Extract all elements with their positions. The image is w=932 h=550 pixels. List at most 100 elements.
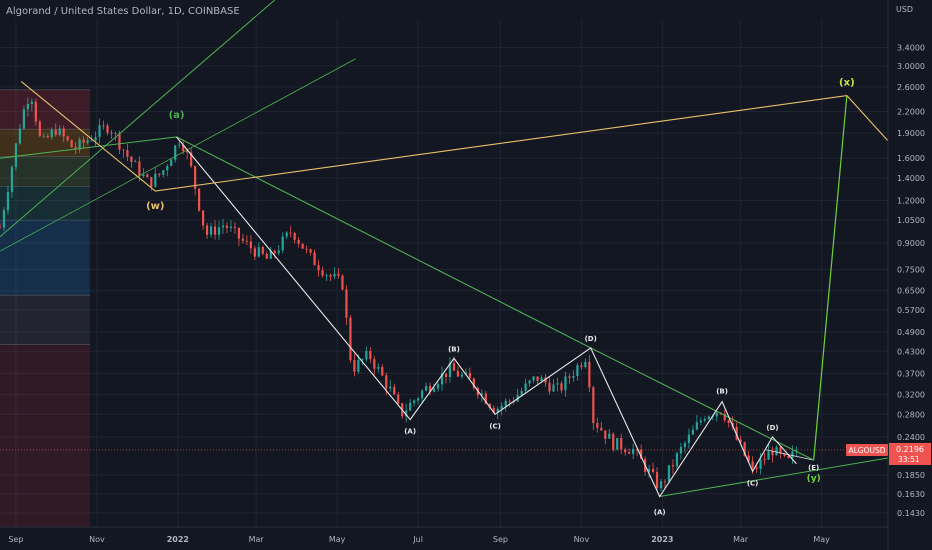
wave-label: (D) xyxy=(585,335,597,343)
candle-body xyxy=(580,365,583,367)
candle-body xyxy=(440,373,444,385)
candle-body xyxy=(640,449,643,459)
candle-body xyxy=(62,128,65,137)
symbol-tag-label: ALGOUSD xyxy=(848,446,885,455)
candle-body xyxy=(480,393,483,396)
candle-body xyxy=(46,135,49,138)
candle-body xyxy=(26,103,29,110)
candle-body xyxy=(612,433,615,450)
candle-body xyxy=(695,422,698,430)
candle-body xyxy=(564,376,567,391)
candle-body xyxy=(277,250,280,254)
candle-body xyxy=(305,248,308,250)
candle-body xyxy=(747,455,750,462)
candle-body xyxy=(301,243,304,249)
candle-body xyxy=(556,383,559,385)
candle-body xyxy=(253,248,256,257)
candle-body xyxy=(325,275,328,276)
candle-body xyxy=(536,376,539,382)
fib-zone xyxy=(0,220,90,296)
candle-body xyxy=(413,400,416,403)
white-corrective xyxy=(176,136,797,498)
candle-body xyxy=(194,166,197,189)
candle-body xyxy=(122,149,125,151)
candle-body xyxy=(448,363,452,378)
candle-body xyxy=(727,420,730,423)
candle-body xyxy=(237,227,241,239)
green-support-line xyxy=(659,457,889,497)
candle-body xyxy=(377,367,380,369)
candle-body xyxy=(409,402,412,411)
candle-body xyxy=(345,289,348,318)
candle-body xyxy=(58,128,61,135)
candle-body xyxy=(245,240,248,242)
wave-label: (C) xyxy=(747,479,759,487)
candle-body xyxy=(405,410,408,417)
candle-body xyxy=(233,226,237,228)
candle-body xyxy=(460,374,464,377)
candle-body xyxy=(468,372,471,379)
candle-body xyxy=(548,382,551,392)
time-tick-label: Sep xyxy=(8,535,23,544)
candle-body xyxy=(659,481,663,489)
candle-body xyxy=(78,139,81,150)
price-tick-label: 1.9000 xyxy=(897,129,925,138)
candle-body xyxy=(452,363,456,371)
candle-body xyxy=(341,275,344,290)
candle-body xyxy=(273,250,276,254)
candle-body xyxy=(225,225,229,228)
candle-body xyxy=(508,400,511,402)
green-channel-lower xyxy=(0,58,356,252)
candle-body xyxy=(333,273,336,277)
candle-body xyxy=(313,252,316,266)
price-tick-label: 0.6500 xyxy=(897,287,925,296)
candle-body xyxy=(269,250,272,259)
candle-body xyxy=(699,420,702,423)
candle-body xyxy=(249,241,252,249)
candle-body xyxy=(604,430,607,439)
candle-body xyxy=(389,386,392,389)
candle-body xyxy=(86,140,89,143)
candle-body xyxy=(146,174,149,178)
candle-body xyxy=(130,156,133,162)
candle-body xyxy=(472,378,475,388)
candle-body xyxy=(779,447,782,454)
time-tick-label: May xyxy=(813,535,830,544)
candle-body xyxy=(257,246,260,257)
candle-body xyxy=(349,317,352,361)
price-tick-label: 2.6000 xyxy=(897,83,925,92)
candle-body xyxy=(496,408,499,413)
candle-body xyxy=(38,121,41,136)
wave-lines xyxy=(0,0,889,498)
fib-zone xyxy=(0,295,90,345)
candle-body xyxy=(217,227,221,235)
candle-body xyxy=(150,177,153,187)
candle-body xyxy=(683,442,687,448)
candle-body xyxy=(735,426,738,440)
price-tick-label: 0.3200 xyxy=(897,391,925,400)
candle-body xyxy=(369,351,372,360)
price-tick-label: 1.4000 xyxy=(897,174,925,183)
fib-zone xyxy=(0,89,90,130)
candle-body xyxy=(655,472,659,489)
wave-label: (B) xyxy=(448,345,460,353)
candle-body xyxy=(532,376,535,381)
candle-body xyxy=(771,451,774,456)
time-tick-label: Nov xyxy=(89,535,105,544)
candle-body xyxy=(755,467,758,469)
candle-body xyxy=(456,370,460,377)
chart-title: Algorand / United States Dollar, 1D, COI… xyxy=(6,6,240,17)
time-axis[interactable]: Sep Nov 2022 Mar May Jul Sep Nov 2023 Mar May xyxy=(0,526,888,544)
candle-body xyxy=(154,173,157,187)
price-tick-label: 3.4000 xyxy=(897,44,925,53)
candle-body xyxy=(783,453,786,456)
candle-body xyxy=(114,133,117,135)
time-tick-label: May xyxy=(329,535,346,544)
time-tick-label: 2023 xyxy=(651,535,673,544)
price-tick-label: 0.1630 xyxy=(897,490,925,499)
candle-body xyxy=(309,249,312,253)
white-triangle-edge xyxy=(765,449,814,461)
